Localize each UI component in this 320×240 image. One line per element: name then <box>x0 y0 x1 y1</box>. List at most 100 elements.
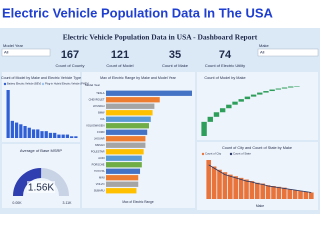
y-tick-label: HYUNDAI <box>93 104 105 108</box>
legend-swatch <box>201 152 205 156</box>
panel-title: Max of Electric Range by Make and Model … <box>100 76 177 80</box>
legend-title: Model Year <box>85 83 100 87</box>
bar <box>276 186 282 199</box>
x-axis-label: Max of Electric Range <box>122 200 153 204</box>
line <box>208 164 312 193</box>
bar <box>53 132 57 138</box>
bar <box>106 123 149 129</box>
bar <box>106 136 146 142</box>
slicer-dropdown[interactable] <box>257 48 319 57</box>
bar <box>287 189 292 199</box>
bar <box>106 116 151 122</box>
bar <box>222 172 228 199</box>
bar <box>298 190 303 199</box>
y-tick-label: TOYOTA <box>94 169 105 173</box>
bar <box>211 166 217 199</box>
waterfall-step <box>213 112 220 117</box>
gauge-value-box <box>27 181 55 193</box>
y-tick-label: FORD <box>97 130 104 134</box>
y-tick-label: AUDI <box>98 156 104 160</box>
bar <box>27 127 31 138</box>
kpi-value: 74 <box>219 49 232 61</box>
waterfall-step <box>257 92 263 95</box>
panel-title: Count of Model by Make and Electric Vehi… <box>1 76 81 80</box>
y-tick-label: BMW <box>98 110 105 114</box>
waterfall-step <box>288 86 294 88</box>
bar <box>10 120 14 138</box>
slicer-value: All <box>260 50 265 55</box>
slicer-value: All <box>4 50 9 55</box>
legend-label: Count of City <box>205 152 222 156</box>
page: { "header": {"title": "Electric Vehicle … <box>0 5 320 214</box>
bar <box>217 169 222 199</box>
bar <box>303 191 309 199</box>
bar <box>6 90 10 138</box>
slicer-dropdown[interactable] <box>1 48 51 57</box>
bar <box>106 103 155 109</box>
dashboard-title: Electric Vehicle Population Data in USA … <box>63 33 258 42</box>
gauge-max: 3.11K <box>63 201 73 205</box>
waterfall-step <box>238 99 244 102</box>
waterfall-step <box>244 96 251 100</box>
page-title: Electric Vehicle Population Data In The … <box>2 5 274 20</box>
legend-label: Battery Electric Vehicle (BEV) <box>7 82 41 86</box>
bar <box>106 162 142 168</box>
bar <box>206 160 211 199</box>
panel-title: Count of Model by Make <box>204 76 245 80</box>
bar <box>57 134 61 138</box>
y-tick-label: KIA <box>100 117 104 121</box>
bar <box>106 97 160 103</box>
waterfall-step <box>201 121 207 136</box>
bar <box>271 186 276 199</box>
bar <box>70 136 74 138</box>
bar <box>265 185 271 199</box>
bar <box>48 132 53 138</box>
gauge-value: 1.56K <box>28 183 54 194</box>
bar <box>31 129 36 138</box>
y-tick-label: CHEVROLET <box>89 97 105 101</box>
bar <box>40 131 44 138</box>
bar <box>74 136 78 138</box>
y-tick-label: JAGUAR <box>94 136 105 140</box>
waterfall-step <box>275 88 282 90</box>
bar <box>106 90 192 96</box>
gauge-min: 0.00K <box>12 201 22 205</box>
bar <box>106 188 137 194</box>
y-tick-label: SUBARU <box>94 188 105 192</box>
y-tick-label: MINI <box>99 175 105 179</box>
kpi-value: 35 <box>169 49 181 61</box>
kpi-label: Count of County <box>56 63 85 68</box>
y-tick-label: VOLVO <box>96 182 105 186</box>
legend-label: Plug-in Hybrid Electric Vehicle (PHEV) <box>45 82 89 86</box>
bar <box>44 131 48 138</box>
y-tick-label: NISSAN <box>95 143 105 147</box>
y-tick-label: POLESTAR <box>91 149 105 153</box>
bar <box>106 110 153 116</box>
waterfall-step <box>226 104 232 109</box>
kpi-label: Count of Make <box>162 63 189 68</box>
waterfall-step <box>232 101 238 105</box>
legend-swatch <box>3 82 7 86</box>
bar <box>23 126 27 138</box>
legend-swatch <box>229 152 233 156</box>
bar <box>106 129 148 135</box>
waterfall-step <box>207 116 213 122</box>
legend-label: Count of State <box>233 152 251 156</box>
x-axis-label: Make <box>256 204 264 208</box>
bar <box>106 168 141 174</box>
bar <box>249 181 255 199</box>
waterfall-step <box>219 108 226 113</box>
slicer-label: Model Year <box>3 43 24 48</box>
bar <box>233 176 238 199</box>
slicer-label: Make <box>259 43 270 48</box>
bar <box>309 192 314 199</box>
bar <box>228 174 233 199</box>
bar <box>106 181 139 187</box>
panel-title: Average of Base MSRP <box>20 148 63 153</box>
waterfall-step <box>269 89 275 92</box>
panel <box>197 72 318 140</box>
bar <box>36 129 40 138</box>
y-tick-label: TESLA <box>96 91 104 95</box>
waterfall-step <box>294 86 300 87</box>
kpi-value: 167 <box>61 49 79 61</box>
